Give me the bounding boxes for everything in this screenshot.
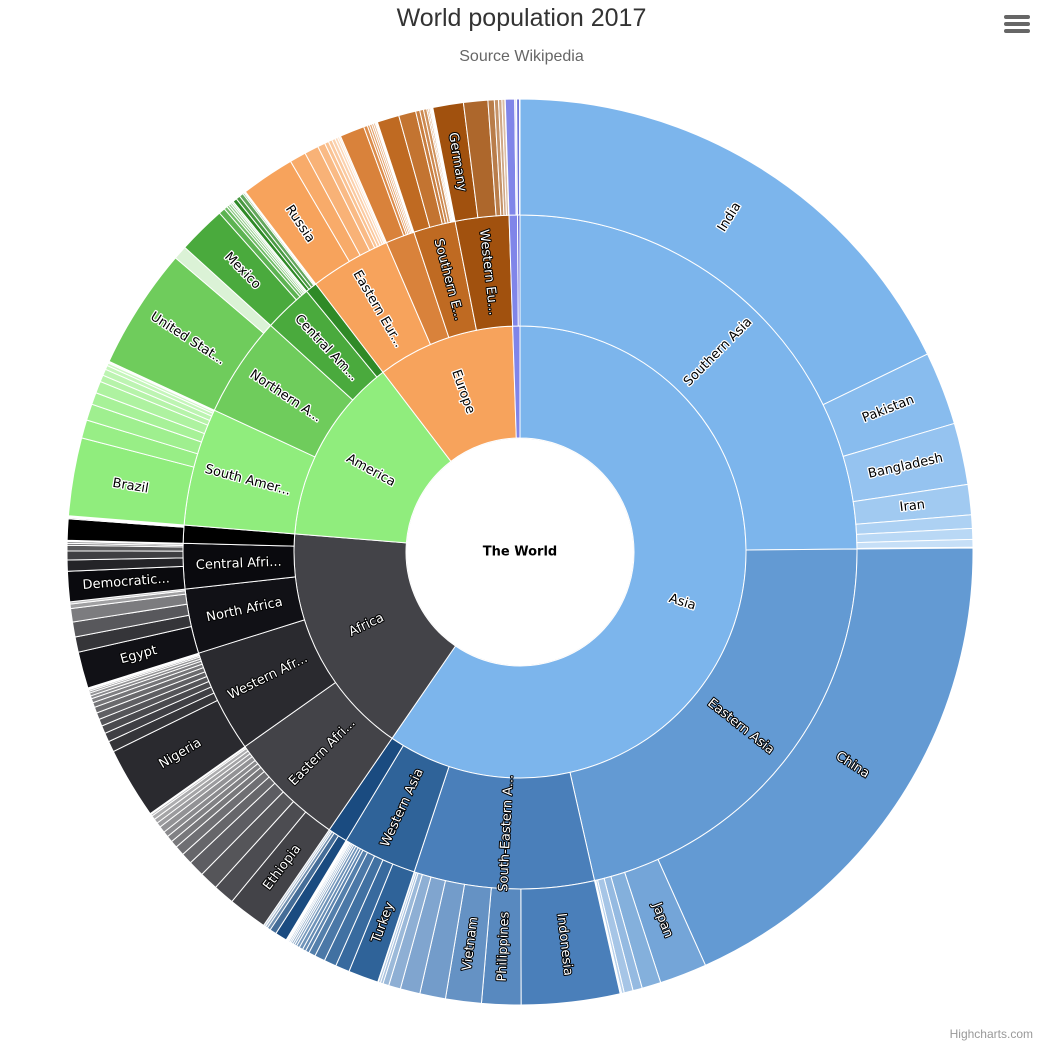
country-label-iran: Iran [899,497,926,515]
country-slice-china[interactable] [657,547,974,966]
country-slice-india[interactable] [519,98,929,406]
subregion-slice-melanesia[interactable] [516,214,521,327]
center-label: The World [483,545,557,560]
country-label-philippines: Philippines [495,911,513,982]
chart-title: World population 2017 [396,4,647,32]
credits-link[interactable]: Highcharts.com [949,1027,1033,1041]
subregion-label-central-africa: Central Afri... [196,555,282,574]
chart-subtitle: Source Wikipedia [459,48,584,65]
country-label-brazil: Brazil [111,476,149,497]
hamburger-menu-icon[interactable] [1002,12,1032,38]
country-slice-cameroon[interactable] [66,550,184,561]
subregion-label-south-eastern-asia: South-Eastern A... [496,774,517,892]
